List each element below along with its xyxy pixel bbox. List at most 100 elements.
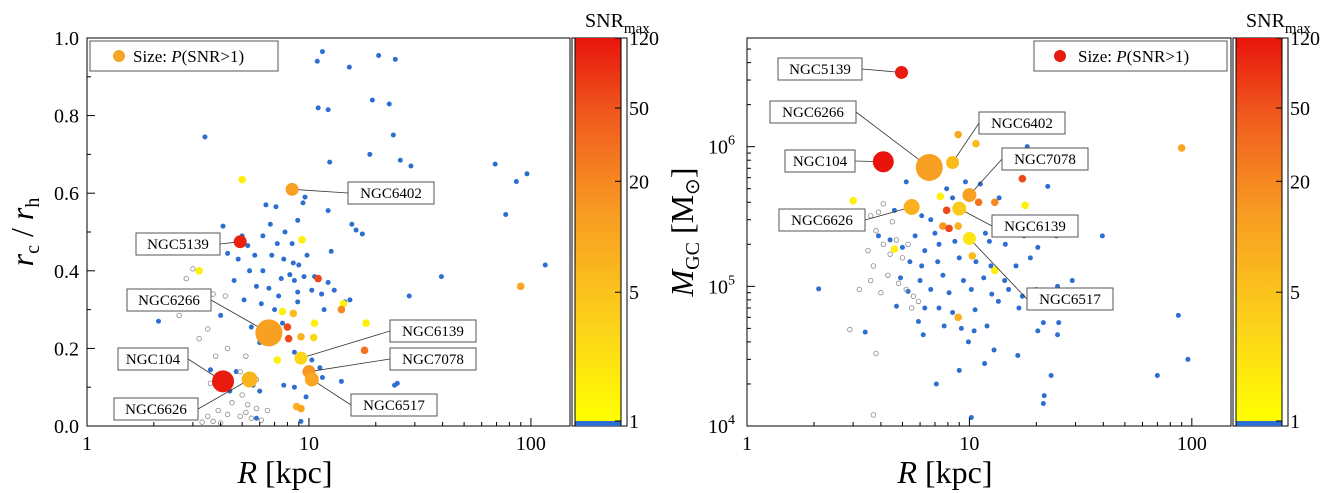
blue-point [325, 107, 331, 113]
blue-point [327, 159, 333, 165]
point-label: NGC6402 [991, 116, 1053, 132]
blue-point [301, 274, 307, 280]
x-tick-label: 100 [1177, 433, 1207, 455]
hollow-point [205, 326, 211, 332]
blue-point [984, 323, 990, 329]
hollow-point [237, 368, 243, 375]
left-colored-points [195, 175, 525, 413]
hollow-point [199, 419, 205, 425]
point-label: NGC6139 [402, 324, 464, 340]
point-label: NGC6626 [791, 213, 853, 229]
point-label: NGC6139 [1004, 219, 1066, 235]
colored-point [297, 404, 305, 413]
blue-point [1040, 320, 1046, 326]
blue-point [1035, 328, 1041, 334]
colored-point [238, 175, 246, 184]
blue-point [319, 49, 325, 55]
right-leaders [854, 68, 1028, 300]
blue-point [887, 237, 893, 243]
colored-point [273, 356, 282, 364]
blue-point [353, 227, 359, 233]
y-tick-label: 1.0 [54, 28, 79, 50]
label-box [126, 288, 212, 312]
label-box [113, 397, 199, 421]
colored-point [360, 346, 369, 355]
blue-point [1035, 244, 1041, 250]
blue-point [972, 307, 978, 313]
blue-point [302, 194, 308, 200]
blue-point [309, 357, 315, 363]
blue-point [295, 217, 301, 223]
blue-point [289, 241, 295, 247]
hollow-point [893, 237, 900, 243]
blue-point [392, 56, 398, 62]
right-xticks: 1 10 100 [742, 418, 1207, 455]
blue-point [958, 325, 964, 331]
right-colored-points [849, 130, 1186, 322]
blue-point [202, 134, 208, 140]
colored-point [954, 130, 962, 139]
label-leader [292, 188, 349, 194]
blue-point [1013, 263, 1019, 269]
label-box [117, 347, 189, 371]
blue-point [917, 278, 923, 284]
blue-point [276, 293, 282, 299]
hollow-point [245, 401, 251, 408]
colored-point [309, 333, 318, 342]
hollow-point [210, 418, 216, 425]
label-leader [969, 158, 1003, 196]
colored-point [942, 206, 951, 215]
blue-point [919, 213, 925, 219]
blue-point [267, 221, 273, 227]
colored-point [339, 299, 348, 308]
colored-point [972, 139, 980, 148]
label-leader [855, 111, 930, 168]
blue-point [258, 301, 264, 307]
colorbar-tick-label: 120 [629, 28, 659, 50]
label-box [777, 57, 863, 81]
point-label: NGC104 [126, 352, 181, 368]
colored-point [289, 309, 298, 318]
hollow-point [856, 286, 863, 293]
blue-point [862, 329, 868, 335]
point-label: NGC5139 [789, 62, 851, 78]
left-xlabel: R [kpc] [236, 454, 332, 490]
blue-point [1185, 356, 1191, 362]
x-tick-label: 1 [82, 433, 92, 455]
x-tick-label: 10 [299, 433, 319, 455]
point-label: NGC104 [793, 154, 848, 170]
y-tick-label: 0.6 [54, 183, 79, 205]
y-tick-label: 0.0 [54, 416, 79, 438]
blue-point [233, 369, 239, 375]
hollow-point [868, 277, 874, 284]
label-leader [861, 68, 902, 73]
right-labels: NGC5139 NGC6266 NGC6402 NGC104 NGC7078 NGC662… [769, 57, 1114, 311]
blue-point [542, 262, 548, 268]
left-legend-marker [113, 50, 125, 62]
label-box [1001, 147, 1089, 171]
label-box [1026, 287, 1114, 311]
label-box [784, 149, 856, 173]
blue-point [944, 186, 950, 192]
point-label: NGC7078 [402, 352, 464, 368]
colored-point [1177, 144, 1186, 152]
blue-point [281, 382, 287, 388]
blue-point [397, 157, 403, 163]
colored-point [1018, 174, 1027, 183]
blue-point [1055, 332, 1061, 338]
hollow-point [224, 411, 231, 418]
blue-point [956, 255, 962, 261]
blue-point [278, 276, 284, 282]
labelled-point [304, 372, 319, 387]
y-tick-label: 106 [708, 134, 735, 159]
blue-point [347, 297, 353, 303]
blue-point [973, 259, 979, 265]
hollow-point [183, 275, 189, 282]
blue-point [996, 195, 1002, 201]
hollow-point [847, 326, 853, 333]
colored-point [890, 245, 899, 253]
hollow-point [229, 400, 235, 406]
hollow-point [212, 353, 219, 359]
blue-point [1048, 372, 1054, 378]
